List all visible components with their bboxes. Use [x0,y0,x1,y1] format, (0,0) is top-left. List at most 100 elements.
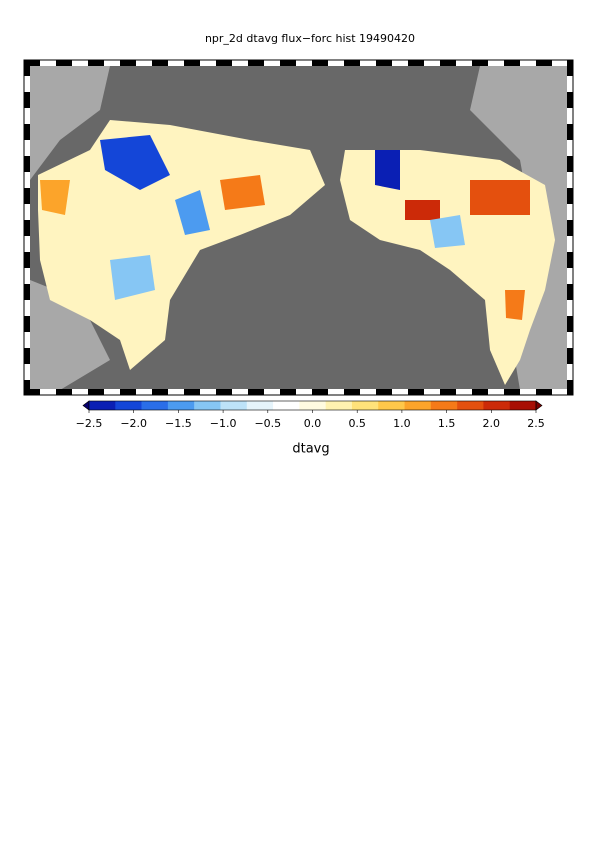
frame-segment [216,60,232,66]
frame-segment [376,389,392,395]
colorbar-swatch [89,401,116,410]
colorbar-swatch [299,401,326,410]
frame-segment [24,316,30,332]
frame-segment [232,389,248,395]
frame-segment [216,389,232,395]
frame-segment [24,332,30,348]
frame-segment [567,284,573,300]
colorbar-tick-label: 2.0 [483,417,501,430]
frame-segment [184,389,200,395]
colorbar-tick-label: 0.0 [304,417,322,430]
frame-segment [24,204,30,220]
frame-segment [168,389,184,395]
frame-segment [567,220,573,236]
frame-segment [567,188,573,204]
colorbar-tick-label: 1.5 [438,417,456,430]
frame-segment [408,389,424,395]
data-patch [175,190,210,235]
frame-segment [24,284,30,300]
colorbar-swatch [194,401,221,410]
colorbar-swatch [430,401,458,410]
frame-segment [567,108,573,124]
frame-segment [472,60,488,66]
frame-segment [488,60,504,66]
frame-segment [232,60,248,66]
frame-segment [440,389,456,395]
colorbar-swatch [457,401,484,410]
frame-segment [136,60,152,66]
frame-segment [552,60,568,66]
frame-segment [296,60,312,66]
frame-segment [536,389,552,395]
frame-segment [24,60,30,76]
frame-segment [472,389,488,395]
frame-segment [424,389,440,395]
colorbar-swatch [483,401,511,410]
land [30,280,110,390]
frame-segment [24,236,30,252]
data-patch [375,150,400,190]
frame-segment [344,389,360,395]
colorbar-arrow [82,400,90,411]
frame-segment [360,389,376,395]
frame-segment [567,124,573,140]
frame-segment [40,389,56,395]
colorbar-swatch [325,401,353,410]
frame-segment [24,364,30,380]
frame-segment [567,236,573,252]
frame-segment [520,389,536,395]
frame-segment [200,389,216,395]
colorbar-tick-label: 1.0 [393,417,411,430]
data-patch [220,175,265,210]
frame-segment [567,380,573,395]
map-title: npr_2d dtavg flux−forc hist 19490420 [205,32,415,45]
frame-segment [24,140,30,156]
frame-segment [120,60,136,66]
colorbar: −2.5 −2.0 −1.5 −1.0 −0.5 0.0 0.5 1.0 1.5 2.0 2.5 [76,400,545,430]
frame-segment [152,389,168,395]
data-patch [405,200,440,220]
data-patch [100,135,170,190]
frame-segment [520,60,536,66]
frame-segment [552,389,568,395]
colorbar-tick-label: −2.0 [120,417,147,430]
frame-segment [567,252,573,268]
frame-segment [24,348,30,364]
colorbar-swatch [509,401,537,410]
frame-segment [567,364,573,380]
frame-segment [24,252,30,268]
frame-segment [328,389,344,395]
colorbar-swatch [378,401,405,410]
frame-segment [536,60,552,66]
frame-segment [488,389,504,395]
colorbar-swatch [246,401,274,410]
colorbar-label: dtavg [292,442,329,457]
frame-segment [567,204,573,220]
frame-segment [440,60,456,66]
data-patch [505,290,525,320]
frame-segment [200,60,216,66]
frame-segment [376,60,392,66]
frame-segment [567,348,573,364]
frame-segment [56,389,72,395]
frame-segment [24,156,30,172]
frame-segment [567,76,573,92]
colorbar-tick-label: −1.5 [165,417,192,430]
frame-segment [312,389,328,395]
frame-segment [24,124,30,140]
frame-segment [24,108,30,124]
land [470,66,567,390]
frame-segment [567,156,573,172]
data-patch [430,215,465,248]
frame-segment [392,60,408,66]
land [30,66,110,180]
frame-segment [184,60,200,66]
frame-segment [567,60,573,76]
frame-segment [264,389,280,395]
colorbar-swatch [141,401,169,410]
frame-segment [56,60,72,66]
frame-segment [504,389,520,395]
frame-segment [168,60,184,66]
frame-segment [24,389,40,395]
frame-segment [104,389,120,395]
